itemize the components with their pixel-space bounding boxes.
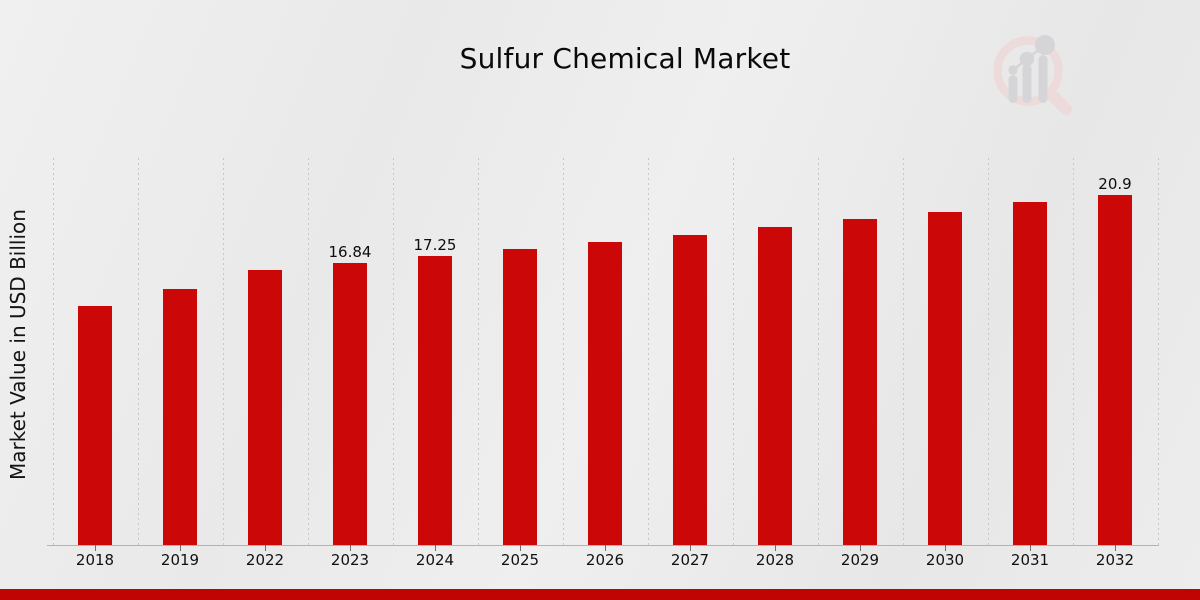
bar-2028	[758, 227, 792, 545]
x-tick-label-2025: 2025	[500, 551, 540, 569]
gridline-5	[477, 158, 479, 545]
x-tick-2022	[265, 545, 266, 551]
chart-title: Sulfur Chemical Market	[459, 42, 791, 75]
bar-2027	[673, 235, 707, 545]
x-tick-label-2019: 2019	[160, 551, 200, 569]
x-tick-2026	[605, 545, 606, 551]
x-tick-2027	[690, 545, 691, 551]
x-tick-label-2026: 2026	[585, 551, 625, 569]
gridline-7	[647, 158, 649, 545]
x-tick-2031	[1030, 545, 1031, 551]
x-tick-2028	[775, 545, 776, 551]
x-tick-2024	[435, 545, 436, 551]
x-tick-2018	[95, 545, 96, 551]
gridline-10	[902, 158, 904, 545]
bar-2024	[418, 256, 452, 545]
value-label-2032: 20.9	[1098, 175, 1132, 193]
x-tick-2030	[945, 545, 946, 551]
gridline-6	[562, 158, 564, 545]
value-label-2023: 16.84	[328, 243, 372, 261]
x-tick-label-2023: 2023	[330, 551, 370, 569]
gridline-11	[987, 158, 989, 545]
x-tick-2019	[180, 545, 181, 551]
bar-2031	[1013, 202, 1047, 545]
x-tick-2032	[1115, 545, 1116, 551]
bar-2019	[163, 289, 197, 545]
gridline-0	[52, 158, 54, 545]
gridline-13	[1157, 158, 1159, 545]
bar-2029	[843, 219, 877, 545]
gridline-3	[307, 158, 309, 545]
x-tick-label-2029: 2029	[840, 551, 880, 569]
bar-2023	[333, 263, 367, 545]
x-tick-label-2027: 2027	[670, 551, 710, 569]
x-tick-label-2028: 2028	[755, 551, 795, 569]
bar-2032	[1098, 195, 1132, 545]
gridline-9	[817, 158, 819, 545]
bar-2030	[928, 212, 962, 545]
x-tick-label-2024: 2024	[415, 551, 455, 569]
x-tick-label-2018: 2018	[75, 551, 115, 569]
x-axis-line	[47, 545, 1159, 546]
value-label-2024: 17.25	[413, 236, 457, 254]
bar-2018	[78, 306, 112, 545]
gridline-4	[392, 158, 394, 545]
gridline-12	[1072, 158, 1074, 545]
x-tick-2025	[520, 545, 521, 551]
bar-2022	[248, 270, 282, 545]
gridline-1	[137, 158, 139, 545]
gridline-2	[222, 158, 224, 545]
x-tick-label-2031: 2031	[1010, 551, 1050, 569]
bar-2026	[588, 242, 622, 545]
mrfr-watermark-logo	[993, 35, 1072, 115]
x-tick-label-2032: 2032	[1095, 551, 1135, 569]
bar-2025	[503, 249, 537, 545]
magnifier-bar-chart-icon	[993, 35, 1072, 115]
x-tick-2029	[860, 545, 861, 551]
bottom-red-strip	[0, 589, 1200, 600]
x-tick-label-2022: 2022	[245, 551, 285, 569]
x-tick-2023	[350, 545, 351, 551]
x-tick-label-2030: 2030	[925, 551, 965, 569]
gridline-8	[732, 158, 734, 545]
